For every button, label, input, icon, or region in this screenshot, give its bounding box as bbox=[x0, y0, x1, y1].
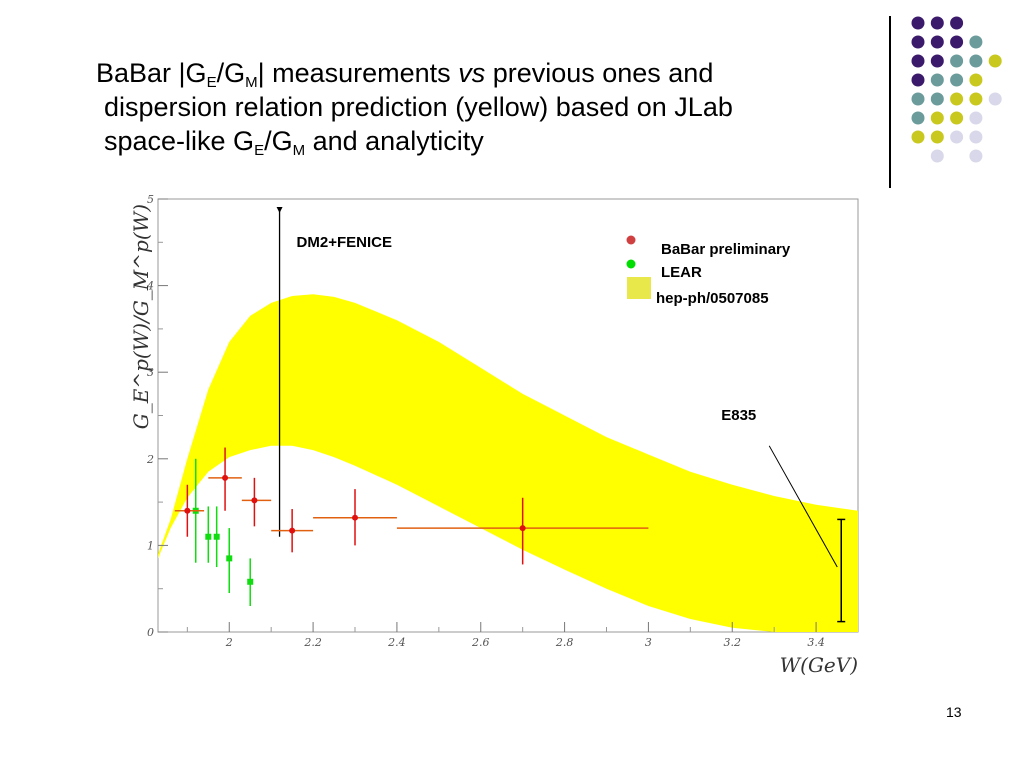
babar-point bbox=[519, 525, 526, 532]
title-subscript: M bbox=[292, 142, 306, 159]
title-line-1: BaBar |GE/GM| measurements vs previous o… bbox=[96, 56, 856, 90]
x-tick-label: 2.8 bbox=[555, 636, 574, 649]
e835-label: E835 bbox=[721, 407, 756, 424]
y-axis-title: G_E^p(W)/G_M^p(W) bbox=[129, 204, 153, 429]
title-text: previous ones and bbox=[485, 58, 714, 88]
legend-lear-marker bbox=[626, 259, 636, 269]
title-subscript: M bbox=[245, 74, 258, 91]
babar-point bbox=[251, 497, 258, 504]
e835-pointer bbox=[768, 445, 838, 568]
y-tick-label: 0 bbox=[147, 626, 154, 639]
title-text: and analyticity bbox=[305, 126, 484, 156]
y-tick-label: 3 bbox=[147, 366, 154, 379]
y-tick-label: 4 bbox=[146, 280, 154, 293]
lear-point bbox=[205, 533, 212, 540]
legend-babar-label: BaBar preliminary bbox=[661, 241, 791, 258]
y-tick-label: 2 bbox=[146, 453, 154, 466]
title-text: /G bbox=[264, 126, 293, 156]
vertical-divider bbox=[889, 16, 891, 188]
title-text: /G bbox=[216, 58, 246, 88]
title-text: space-like G bbox=[104, 126, 255, 156]
y-tick-label: 5 bbox=[147, 193, 154, 206]
babar-point bbox=[289, 527, 296, 534]
dm2-fenice-arrow bbox=[276, 207, 283, 213]
title-text: | measurements bbox=[257, 58, 459, 88]
x-tick-label: 2.2 bbox=[303, 636, 322, 649]
page-number: 13 bbox=[946, 704, 962, 720]
x-tick-label: 2.4 bbox=[387, 636, 406, 649]
legend-lear-label: LEAR bbox=[661, 264, 702, 281]
prediction-band bbox=[158, 294, 858, 632]
title-subscript: E bbox=[206, 74, 217, 91]
babar-point bbox=[222, 474, 229, 481]
x-axis-title: W(GeV) bbox=[780, 653, 858, 677]
legend-band-label: hep-ph/0507085 bbox=[656, 290, 769, 307]
babar-point bbox=[352, 514, 359, 521]
x-tick-label: 2 bbox=[225, 636, 233, 649]
x-tick-label: 3.4 bbox=[807, 636, 825, 649]
lear-point bbox=[247, 578, 254, 585]
lear-point bbox=[213, 533, 220, 540]
title-line-2: dispersion relation prediction (yellow) … bbox=[104, 92, 733, 122]
x-tick-label: 2.6 bbox=[471, 636, 490, 649]
title-text: BaBar |G bbox=[96, 58, 207, 88]
slide-title: BaBar |GE/GM| measurements vs previous o… bbox=[96, 56, 856, 158]
legend-band-marker bbox=[627, 277, 651, 299]
lear-point bbox=[226, 555, 233, 562]
dm2-fenice-label: DM2+FENICE bbox=[297, 234, 392, 251]
x-tick-label: 3 bbox=[645, 636, 652, 649]
title-line-3: space-like GE/GM and analyticity bbox=[96, 124, 856, 158]
title-subscript: E bbox=[254, 142, 265, 159]
title-italic: vs bbox=[458, 58, 486, 88]
legend-babar-marker bbox=[626, 235, 636, 245]
y-tick-label: 1 bbox=[147, 539, 154, 552]
babar-point bbox=[184, 507, 191, 514]
x-tick-label: 3.2 bbox=[724, 636, 742, 649]
